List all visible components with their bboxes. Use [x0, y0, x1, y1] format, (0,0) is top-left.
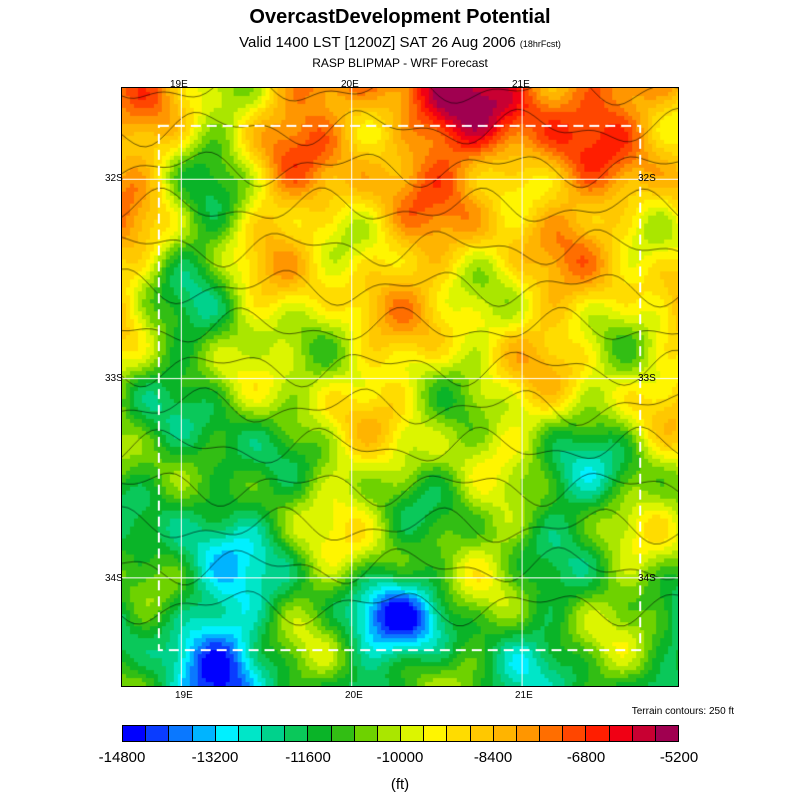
valid-time: Valid 1400 LST [1200Z] SAT 26 Aug 2006 [239, 34, 516, 51]
forecast-note: (18hrFcst) [519, 39, 561, 49]
colorbar-swatch [632, 726, 656, 741]
colorbar-swatch [285, 726, 309, 741]
colorbar-swatch [447, 726, 471, 741]
x-tick-top-20e: 20E [341, 79, 359, 90]
colorbar-swatch [377, 726, 402, 741]
colorbar-swatch [470, 726, 494, 741]
colorbar-swatch [540, 726, 564, 741]
colorbar-swatch [169, 726, 193, 741]
x-tick-21e: 21E [515, 690, 533, 701]
x-tick-20e: 20E [345, 690, 363, 701]
colorbar-swatch [424, 726, 448, 741]
colorbar-swatch [146, 726, 170, 741]
colorbar-swatch [609, 726, 633, 741]
y-tick-34s: 34S [105, 573, 123, 584]
colorbar-swatch [262, 726, 286, 741]
colorbar-swatch [192, 726, 216, 741]
colorbar-swatch [563, 726, 587, 741]
y-tick-right-33s: 33S [638, 373, 656, 384]
colorbar-unit: (ft) [390, 776, 410, 793]
colorbar-swatch [215, 726, 239, 741]
colorbar-swatch [123, 726, 147, 741]
colorbar-label: -5200 [659, 749, 699, 766]
heatmap-plot [121, 87, 679, 687]
colorbar-label: -11600 [285, 749, 331, 766]
colorbar-swatch [401, 726, 425, 741]
colorbar-swatch [493, 726, 517, 741]
colorbar-swatch [655, 726, 679, 741]
colorbar-swatch [516, 726, 541, 741]
colorbar-label: -10000 [376, 749, 424, 766]
colorbar-swatch [354, 726, 378, 741]
y-tick-right-32s: 32S [638, 173, 656, 184]
chart-source: RASP BLIPMAP - WRF Forecast [312, 56, 488, 70]
colorbar [122, 725, 679, 742]
y-tick-32s: 32S [105, 173, 123, 184]
colorbar-swatch [331, 726, 355, 741]
x-tick-top-19e: 19E [170, 79, 188, 90]
chart-subtitle: Valid 1400 LST [1200Z] SAT 26 Aug 2006 (… [0, 34, 800, 51]
colorbar-label: -14800 [98, 749, 146, 766]
colorbar-swatch [308, 726, 332, 741]
colorbar-label: -6800 [566, 749, 606, 766]
x-tick-top-21e: 21E [512, 79, 530, 90]
terrain-contour-note: Terrain contours: 250 ft [631, 706, 734, 717]
y-tick-right-34s: 34S [638, 573, 656, 584]
colorbar-swatch [586, 726, 610, 741]
y-tick-33s: 33S [105, 373, 123, 384]
colorbar-label: -8400 [473, 749, 513, 766]
colorbar-label: -13200 [191, 749, 239, 766]
x-tick-19e: 19E [175, 690, 193, 701]
colorbar-swatch [238, 726, 263, 741]
chart-title: OvercastDevelopment Potential [249, 6, 551, 28]
